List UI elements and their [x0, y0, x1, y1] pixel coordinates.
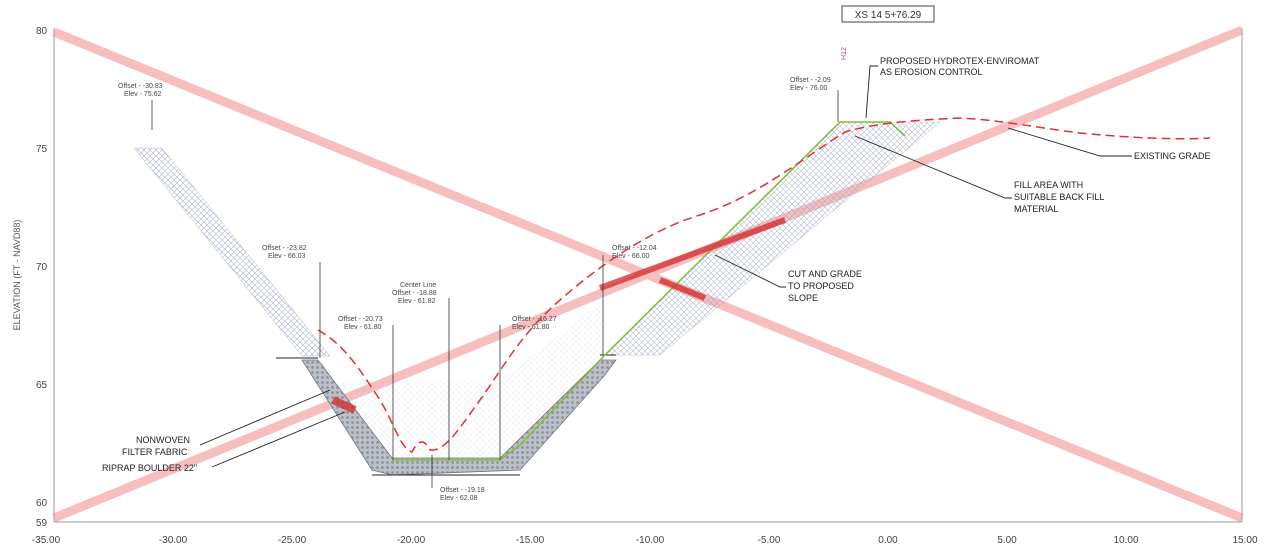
x-tick-label: 5.00 — [997, 535, 1017, 546]
offset-label: Offset - -19.18 — [440, 487, 485, 494]
filter-fabric-label: NONWOVEN — [136, 435, 190, 445]
center-line-label: Center Line — [400, 282, 436, 289]
y-tick-label: 75 — [36, 144, 48, 155]
cut-grade-label: SLOPE — [788, 293, 818, 303]
y-tick-label: 65 — [36, 380, 48, 391]
x-tick-label: 10.00 — [1113, 535, 1138, 546]
y-tick-label: 80 — [36, 26, 48, 37]
offset-label: Offset - -30.83 — [118, 83, 163, 90]
y-axis-label: ELEVATION (FT - NAVD88) — [12, 220, 22, 331]
offset-label: Offset - -18.88 — [392, 290, 437, 297]
cross-out-mark — [52, 25, 1244, 523]
x-tick-label: -15.00 — [516, 535, 545, 546]
elev-label: Elev - 61.80 — [512, 324, 549, 331]
elev-label: Elev - 75.62 — [124, 91, 161, 98]
offset-label: Offset - -2.09 — [790, 77, 831, 84]
elev-label: Elev - 62.08 — [440, 495, 477, 502]
cut-grade-label: TO PROPOSED — [788, 281, 854, 291]
x-tick-label: -20.00 — [397, 535, 426, 546]
fill-area-label: MATERIAL — [1014, 204, 1058, 214]
x-tick-label: 0.00 — [878, 535, 898, 546]
existing-grade-line — [317, 117, 1211, 453]
y-tick-label: 60 — [36, 498, 48, 509]
riprap-layer — [301, 359, 617, 476]
left-fill-hatch — [133, 147, 331, 357]
elev-label: Elev - 66.00 — [612, 253, 649, 260]
vertical-tag: H12 — [841, 47, 848, 60]
cut-marks — [331, 217, 787, 414]
offset-label: Offset - -23.82 — [262, 245, 307, 252]
offset-lines — [151, 90, 839, 488]
x-tick-label: -25.00 — [278, 535, 307, 546]
elev-label: Elev - 76.00 — [790, 85, 827, 92]
elev-label: Elev - 61.82 — [398, 298, 435, 305]
x-tick-label: -5.00 — [758, 535, 781, 546]
x-tick-label: -35.00 — [32, 535, 61, 546]
y-tick-label: 70 — [36, 262, 48, 273]
cut-grade-label: CUT AND GRADE — [788, 269, 862, 279]
offset-label: Offset - -16.27 — [512, 316, 557, 323]
existing-grade-label: EXISTING GRADE — [1134, 151, 1211, 161]
x-tick-label: -10.00 — [636, 535, 665, 546]
offset-label: Offset - -12.04 — [612, 245, 657, 252]
elev-label: Elev - 61.80 — [344, 324, 381, 331]
x-tick-label: 15.00 — [1232, 535, 1257, 546]
section-title: XS 14 5+76.29 — [855, 10, 922, 21]
channel-light-hatch — [320, 300, 605, 458]
callout-leaders — [199, 65, 1132, 468]
title-box: XS 14 5+76.29 — [841, 5, 935, 23]
filter-fabric-label: FILTER FABRIC — [122, 447, 188, 457]
offset-label: Offset - -20.73 — [338, 316, 383, 323]
elev-label: Elev - 66.03 — [268, 253, 305, 260]
x-ticks: -35.00 -30.00 -25.00 -20.00 -15.00 -10.0… — [32, 535, 1258, 546]
fill-area-label: FILL AREA WITH — [1014, 180, 1083, 190]
y-tick-label: 59 — [36, 518, 48, 529]
fill-area-label: SUITABLE BACK FILL — [1014, 192, 1104, 202]
erosion-control-label: AS EROSION CONTROL — [880, 67, 983, 77]
x-tick-label: -30.00 — [159, 535, 188, 546]
riprap-label: RIPRAP BOULDER 22" — [102, 463, 197, 473]
y-ticks: 80 75 70 65 60 59 — [36, 26, 48, 529]
plot-frame — [53, 28, 1243, 523]
erosion-control-label: PROPOSED HYDROTEX-ENVIROMAT — [880, 56, 1040, 66]
